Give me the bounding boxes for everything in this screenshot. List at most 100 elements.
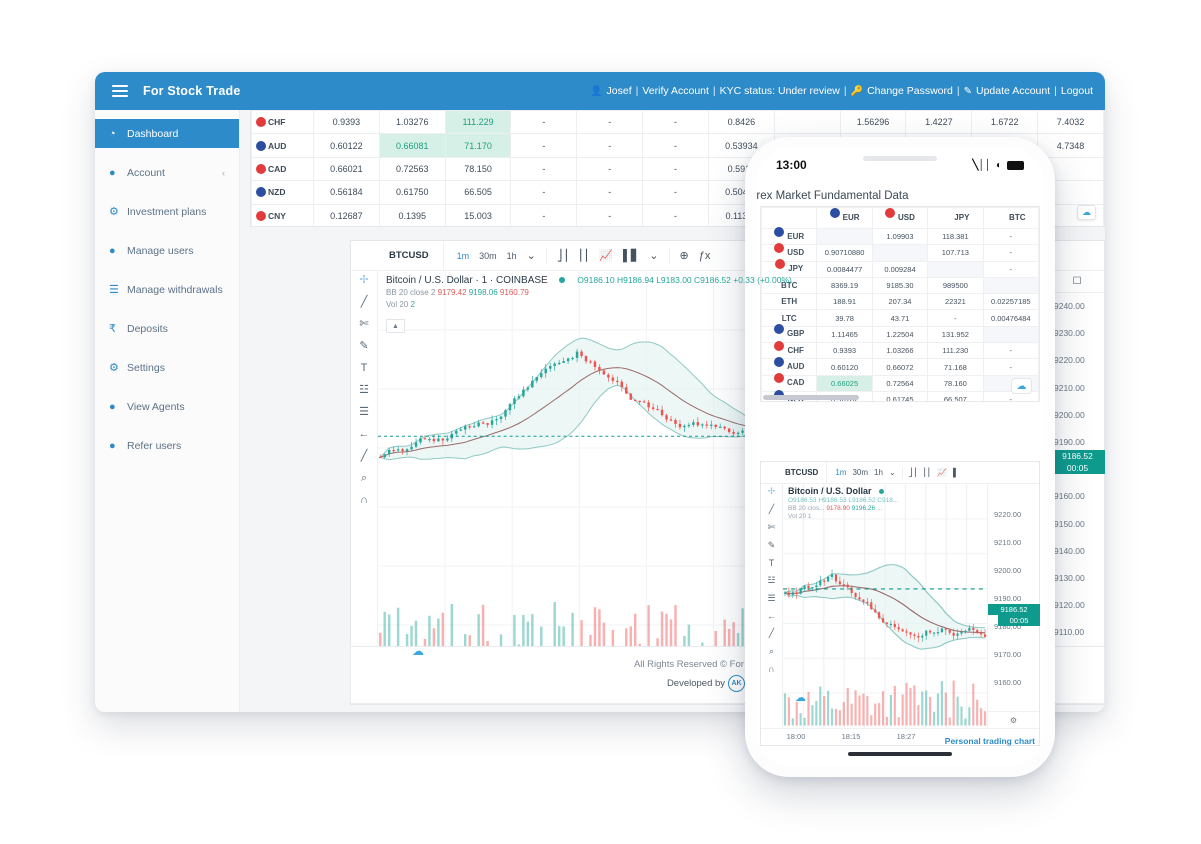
sidebar-item-settings[interactable]: ⚙ Settings (95, 353, 239, 382)
zoom-icon[interactable]: ⌕ (360, 472, 368, 484)
area-icon[interactable]: 📈 (599, 250, 614, 262)
phone-currency-code: CHF (787, 345, 804, 355)
brush-icon[interactable]: ✎ (767, 540, 776, 550)
trend-line-icon[interactable]: ╱ (360, 296, 368, 308)
area-icon[interactable]: 📈 (936, 468, 947, 477)
phone-rate-cell: 0.02257185 (982, 293, 1039, 311)
forecast-icon[interactable]: ☰ (359, 406, 369, 418)
text-icon[interactable]: T (360, 362, 368, 374)
phone-table-row: CAD 0.66025 0.72564 78.160 (761, 373, 1039, 392)
phone-table-row: ETH 188.91 207.34 22321 0.02257185 (761, 293, 1039, 311)
phone-chart-symbol[interactable]: BTCUSD (761, 461, 828, 484)
sidebar-item-investment-plans[interactable]: ⚙ Investment plans (95, 197, 239, 226)
app-header: For Stock Trade 👤 Josef | Verify Account… (95, 72, 1105, 110)
horizontal-scrollbar[interactable] (763, 395, 859, 400)
key-icon: 🔑 (850, 85, 864, 97)
candles-icon[interactable]: ⎦⎥ (556, 250, 568, 262)
phone-rate-cell: 0.009284 (871, 260, 929, 278)
forecast-icon[interactable]: ☰ (767, 593, 776, 603)
sidebar-item-deposits[interactable]: ₹ Deposits (95, 314, 239, 343)
phone-timeframe-30m[interactable]: 30m (852, 468, 869, 477)
cloud-icon[interactable]: ☁ (412, 644, 424, 658)
phone-timeframe-1h[interactable]: 1h (874, 468, 883, 477)
sidebar-item-label: Settings (127, 361, 165, 374)
rate-cell: - (510, 133, 578, 158)
text-icon[interactable]: T (768, 558, 775, 568)
crosshair-icon[interactable]: ✢ (767, 486, 776, 496)
price-axis[interactable]: ☐ 9240.00 9230.00 9220.00 9210.00 9200.00 919… (1049, 271, 1105, 684)
rate-cell: 111.229 (444, 110, 512, 135)
sidebar-item-refer-users[interactable]: ● Refer users (95, 431, 239, 460)
chevron-down-icon[interactable]: ⌄ (888, 468, 896, 477)
update-account-link[interactable]: Update Account (976, 85, 1051, 97)
patterns-icon[interactable]: ☳ (767, 575, 776, 585)
arrow-icon[interactable]: ← (767, 611, 776, 621)
phone-table-row: CHF 0.9393 1.03266 111.230- (761, 340, 1039, 360)
chevron-left-icon: ‹ (222, 167, 225, 178)
phone-rate-cell: 0.0084477 (816, 260, 873, 278)
camera-icon[interactable]: ☐ (1050, 271, 1104, 293)
phone-column-header (761, 207, 818, 229)
arrow-icon[interactable]: ← (358, 428, 370, 440)
fib-icon[interactable]: ✄ (767, 522, 776, 532)
rate-cell: - (642, 203, 709, 226)
logout-link[interactable]: Logout (1060, 85, 1093, 97)
chevron-down-icon[interactable]: ⌄ (649, 250, 659, 262)
personal-trading-chart-link[interactable]: Personal trading chart (944, 736, 1035, 746)
bar-icon[interactable]: ⎮⎮ (577, 250, 590, 262)
sidebar-item-view-agents[interactable]: ● View Agents (95, 392, 239, 421)
phone-chart-plot[interactable]: Bitcoin / U.S. Dollar O9186.53 H9186.53 … (783, 484, 987, 728)
fib-icon[interactable]: ✄ (359, 318, 369, 330)
formula-icon[interactable]: ƒx (698, 249, 711, 262)
timeframe-30m[interactable]: 30m (479, 250, 497, 261)
ruler-icon[interactable]: ╱ (360, 450, 368, 462)
verify-account-link[interactable]: Verify Account (642, 85, 709, 97)
phone-rate-cell: 71.168 (927, 358, 984, 376)
cloud-icon[interactable]: ☁ (795, 692, 806, 704)
patterns-icon[interactable]: ☳ (359, 384, 369, 396)
crosshair-icon[interactable]: ✢ (359, 274, 369, 286)
username: Josef (606, 85, 632, 97)
timeframe-1m[interactable]: 1m (456, 250, 470, 261)
countdown-badge: 00:05 (1050, 462, 1105, 474)
phone-rate-cell: 111.230 (927, 342, 984, 360)
hollow-candles-icon[interactable]: ▌ (952, 468, 959, 477)
sidebar-item-account[interactable]: ● Account ‹ (95, 158, 239, 187)
sidebar-item-manage-withdrawals[interactable]: ☰ Manage withdrawals (95, 275, 239, 304)
gear-icon: ⚙ (109, 362, 119, 374)
currency-code: CAD (268, 163, 287, 174)
bar-icon[interactable]: ⎮⎮ (922, 468, 931, 477)
price-tick: 9130.00 (1054, 573, 1085, 583)
phone-timeframe-1m[interactable]: 1m (835, 468, 847, 477)
sidebar-item-dashboard[interactable]: ◔ Dashboard (95, 119, 239, 148)
ruler-icon[interactable]: ╱ (768, 628, 775, 638)
brush-icon[interactable]: ✎ (359, 340, 369, 352)
zoom-icon[interactable]: ⌕ (768, 646, 775, 656)
phone-rate-cell: 0.90710880 (816, 244, 873, 262)
timeframe-1h[interactable]: 1h (506, 250, 517, 261)
cloud-icon[interactable]: ☁ (1011, 378, 1032, 394)
chevron-down-icon[interactable]: ⌄ (526, 250, 536, 262)
change-password-link[interactable]: Change Password (867, 85, 953, 97)
rate-cell: - (510, 110, 578, 135)
trend-line-icon[interactable]: ╱ (768, 504, 775, 514)
cloud-icon[interactable]: ☁ (1077, 205, 1096, 220)
phone-forex-table[interactable]: EUR USD JPY BTC EUR 1.09903 118.381- USD 0.9071… (760, 206, 1040, 402)
add-indicator-icon[interactable]: ⊕ (679, 250, 689, 262)
chart-symbol[interactable]: BTCUSD (351, 240, 444, 271)
magnet-icon[interactable]: ∩ (768, 664, 775, 674)
price-tick: 9200.00 (1054, 409, 1085, 420)
phone-price-axis[interactable]: 9220.00 9210.00 9200.00 9190.00 9180.00 9170.… (987, 484, 1040, 728)
sidebar-item-manage-users[interactable]: ● Manage users (95, 236, 239, 265)
price-tick: 9240.00 (1054, 301, 1085, 311)
chevron-up-icon[interactable]: ▲ (386, 319, 405, 333)
rate-cell: 4.7348 (1037, 133, 1104, 158)
price-tick: 9150.00 (1054, 518, 1085, 529)
flag-icon (774, 340, 785, 351)
magnet-icon[interactable]: ∩ (360, 494, 368, 506)
gear-icon[interactable]: ⚙ (988, 711, 1039, 728)
candles-icon[interactable]: ⎦⎥ (908, 468, 917, 477)
phone-time-axis[interactable]: 18:00 18:15 18:27 (761, 728, 1039, 745)
hollow-candles-icon[interactable]: ▌▋ (623, 250, 640, 262)
hamburger-icon[interactable] (105, 85, 135, 97)
